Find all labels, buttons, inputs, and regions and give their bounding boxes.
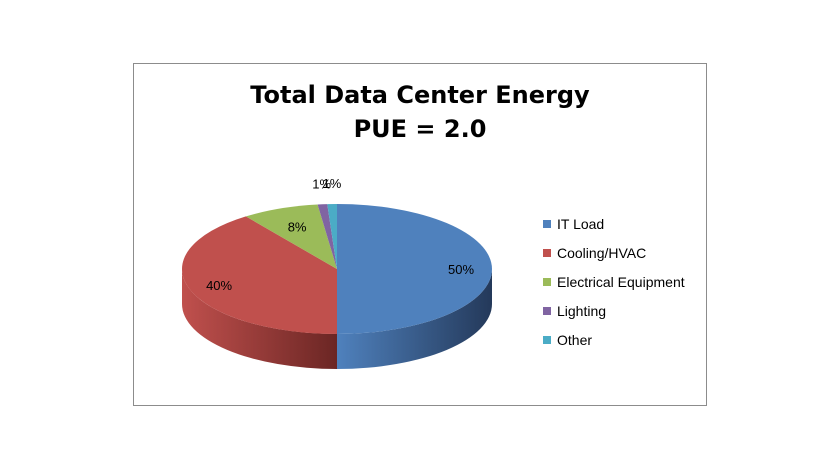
legend-swatch xyxy=(543,219,551,228)
data-label-it-load: 50% xyxy=(448,262,474,277)
pie-chart: 50% 40% 8% 1%1% xyxy=(181,176,492,369)
legend-label: IT Load xyxy=(557,215,605,232)
legend-item-other: Other xyxy=(543,325,685,354)
slice-side-cooling-hvac xyxy=(182,269,337,369)
legend-label: Lighting xyxy=(557,302,607,319)
slice-side-it-load xyxy=(337,269,492,369)
pie-slice-electrical-equipment xyxy=(245,204,337,269)
pie-slice-it-load xyxy=(337,204,492,334)
data-label-electrical-equipment: 8% xyxy=(288,220,307,235)
legend-swatch xyxy=(543,277,551,286)
pie-slice-other xyxy=(327,204,337,269)
legend-item-cooling-hvac: Cooling/HVAC xyxy=(543,238,685,267)
legend-label: Electrical Equipment xyxy=(557,273,685,290)
data-label-cooling-hvac: 40% xyxy=(206,278,232,293)
chart-frame: Total Data Center Energy PUE = 2.0 50% 40… xyxy=(133,63,707,406)
legend-swatch xyxy=(543,248,551,257)
legend-item-lighting: Lighting xyxy=(543,296,685,325)
legend-label: Cooling/HVAC xyxy=(557,244,647,261)
legend-label: Other xyxy=(557,331,593,348)
legend-item-it-load: IT Load xyxy=(543,209,685,238)
legend-swatch xyxy=(543,306,551,315)
chart-title: Total Data Center Energy PUE = 2.0 xyxy=(250,81,590,143)
data-label-other: 1% xyxy=(323,176,342,191)
pie-slice-lighting xyxy=(317,204,337,269)
legend-swatch xyxy=(543,335,551,344)
data-label-lighting: 1% xyxy=(312,176,331,191)
legend: IT Load Cooling/HVAC Electrical Equipment L… xyxy=(543,209,685,354)
legend-item-electrical-equipment: Electrical Equipment xyxy=(543,267,685,296)
pie-slice-cooling-hvac xyxy=(181,216,337,334)
